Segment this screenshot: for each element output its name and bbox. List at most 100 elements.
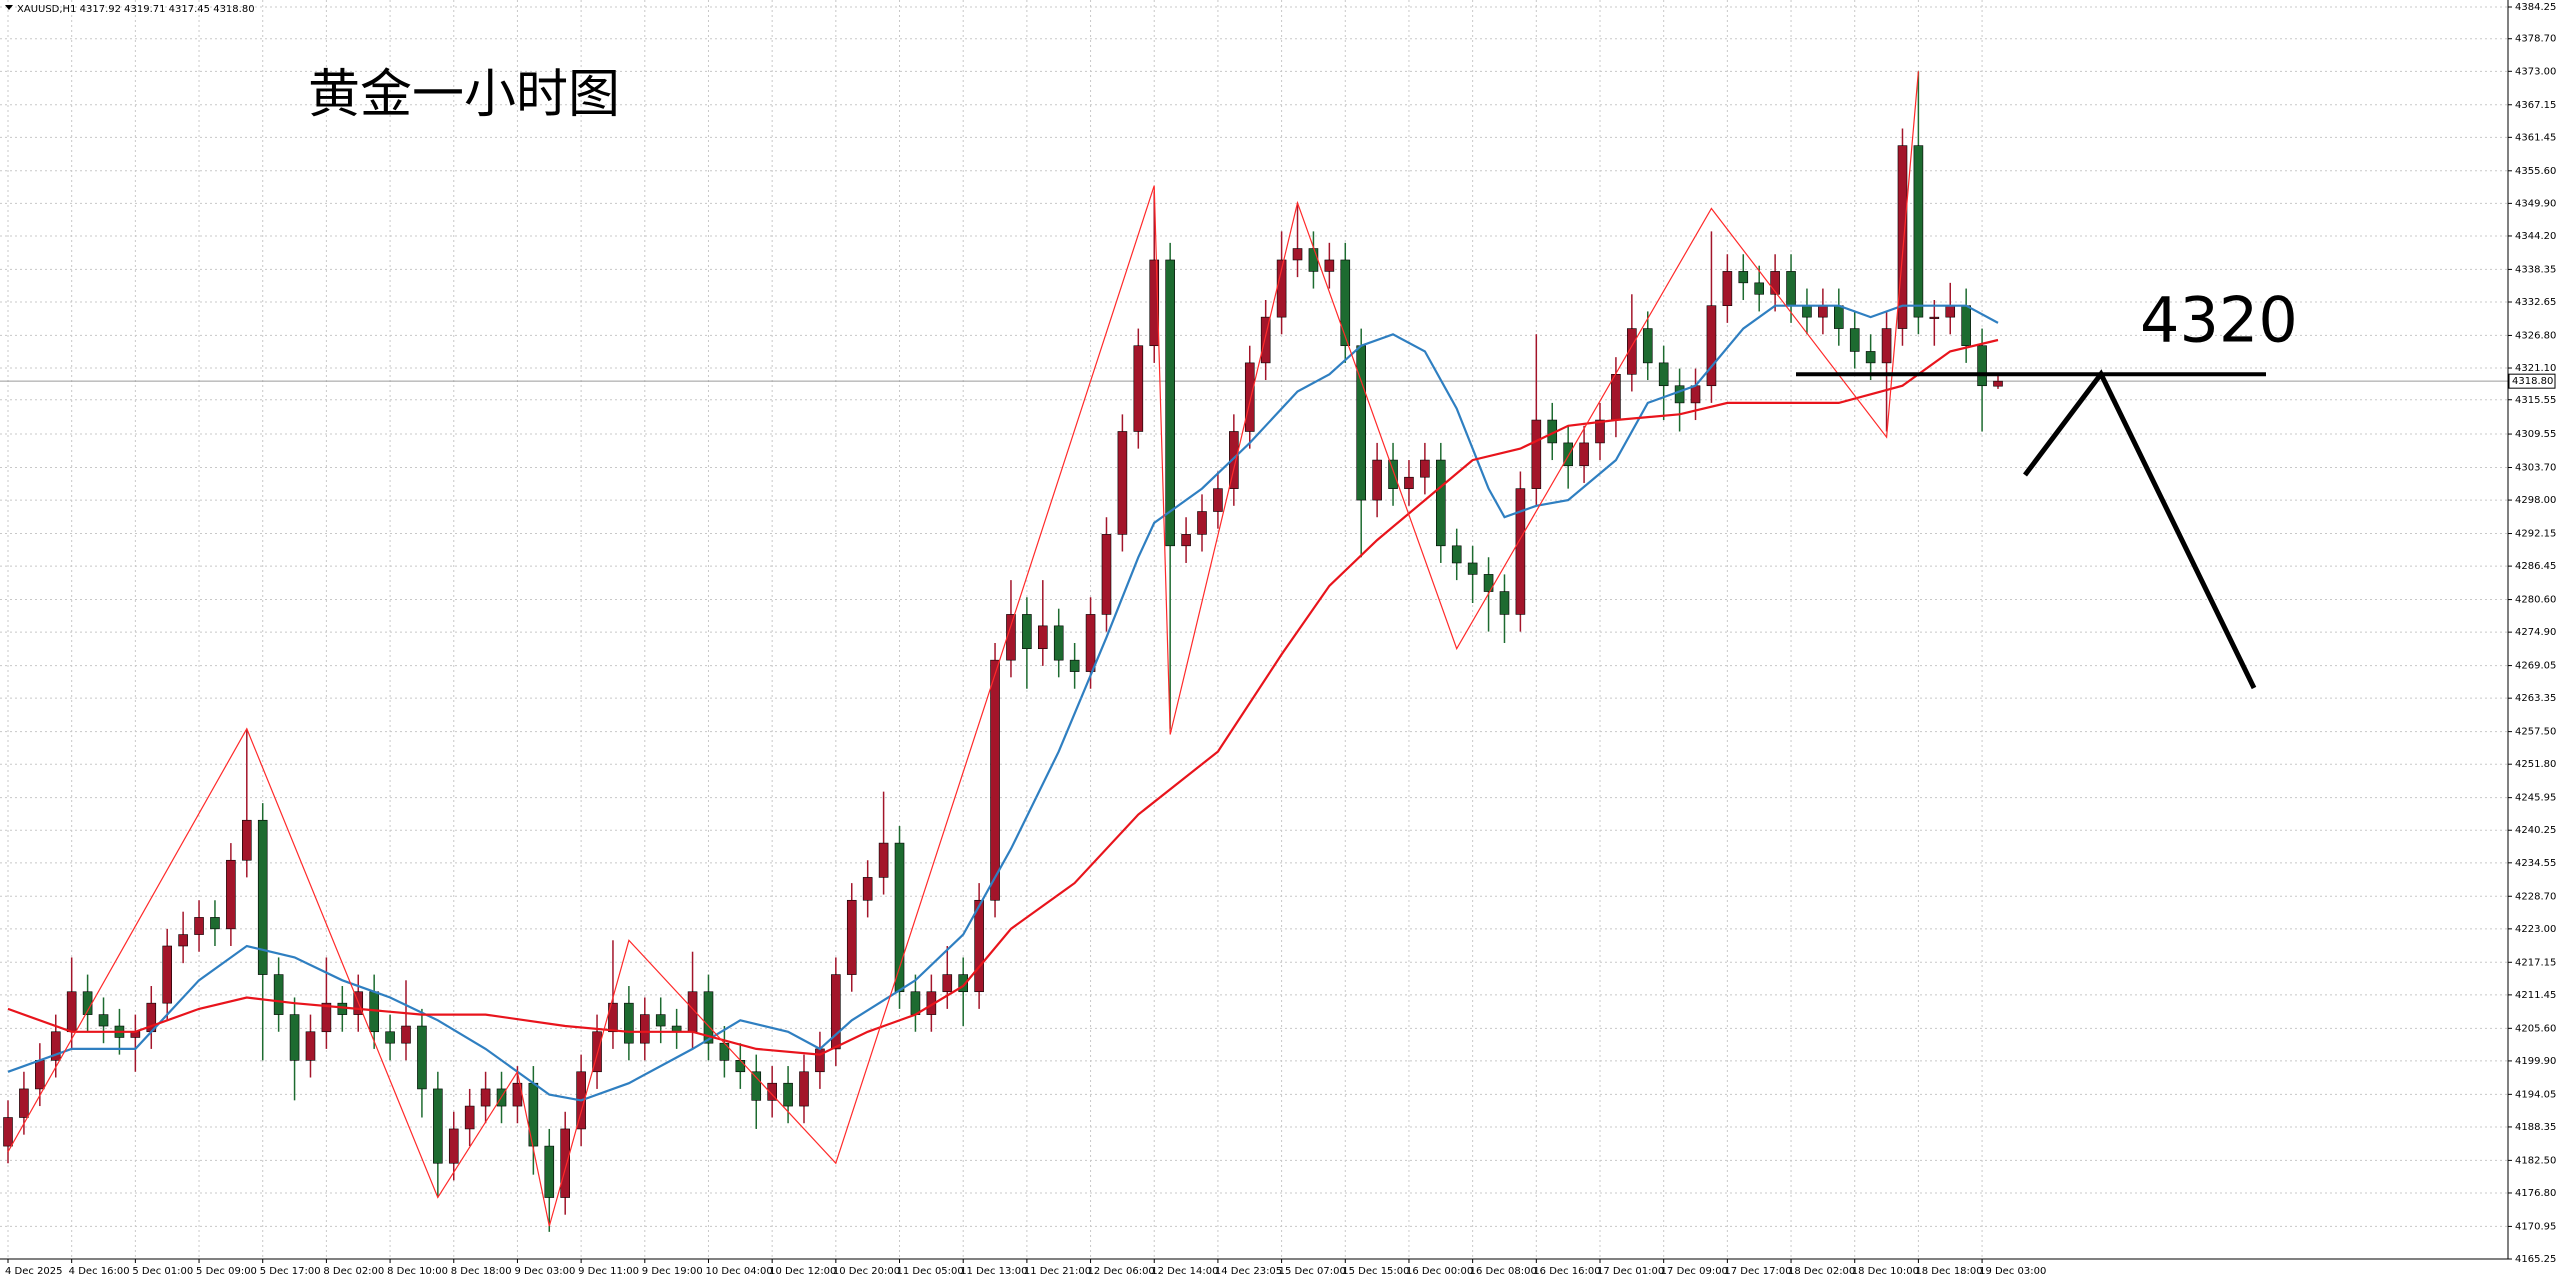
x-tick-label: 9 Dec 19:00 bbox=[642, 1266, 703, 1277]
candle-body bbox=[560, 1128, 571, 1198]
y-tick-label: 4257.50 bbox=[2515, 727, 2556, 738]
candle-body bbox=[257, 819, 268, 975]
candle-body bbox=[448, 1128, 459, 1164]
candle-body bbox=[1133, 345, 1144, 432]
candle-body bbox=[1372, 459, 1382, 501]
candle-body bbox=[480, 1088, 491, 1107]
candle-body bbox=[1993, 380, 2003, 387]
candle-body bbox=[1085, 614, 1096, 672]
candle-body bbox=[1849, 328, 1860, 352]
y-tick-label: 4338.35 bbox=[2515, 264, 2556, 275]
x-tick-label: 16 Dec 00:00 bbox=[1406, 1266, 1473, 1277]
x-tick-label: 19 Dec 03:00 bbox=[1979, 1266, 2046, 1277]
candle-body bbox=[1244, 362, 1255, 432]
candle-body bbox=[464, 1105, 475, 1130]
candle-body bbox=[98, 1014, 109, 1027]
x-tick-label: 18 Dec 02:00 bbox=[1788, 1266, 1855, 1277]
x-tick-label: 14 Dec 23:05 bbox=[1215, 1266, 1282, 1277]
candle-body bbox=[1213, 488, 1223, 512]
candle-body bbox=[66, 991, 77, 1033]
y-tick-label: 4321.10 bbox=[2515, 363, 2556, 374]
candle-body bbox=[1324, 259, 1335, 272]
x-tick-label: 4 Dec 16:00 bbox=[69, 1266, 130, 1277]
candle-body bbox=[162, 945, 172, 1004]
candle-body bbox=[767, 1082, 777, 1101]
candle-body bbox=[321, 1002, 332, 1033]
lines bbox=[7, 71, 1999, 1227]
candle-body bbox=[242, 819, 252, 861]
x-tick-label: 5 Dec 09:00 bbox=[196, 1266, 257, 1277]
x-tick-label: 17 Dec 01:00 bbox=[1597, 1266, 1664, 1277]
x-tick-label: 8 Dec 02:00 bbox=[323, 1266, 384, 1277]
y-tick-label: 4286.45 bbox=[2515, 561, 2556, 572]
candle-body bbox=[1627, 328, 1637, 375]
candle-body bbox=[703, 991, 714, 1044]
candle-body bbox=[990, 659, 1000, 901]
candle-body bbox=[1467, 562, 1478, 575]
candle-body bbox=[1961, 305, 1971, 347]
candle-body bbox=[305, 1031, 316, 1061]
y-tick-label: 4205.60 bbox=[2515, 1023, 2556, 1034]
y-tick-label: 4309.55 bbox=[2515, 429, 2556, 440]
candles bbox=[3, 71, 2003, 1232]
y-tick-label: 4361.45 bbox=[2515, 132, 2556, 143]
y-tick-label: 4194.05 bbox=[2515, 1089, 2556, 1100]
y-tick-label: 4355.60 bbox=[2515, 166, 2556, 177]
candle-body bbox=[1022, 614, 1032, 650]
annotation-title: 黄金一小时图 bbox=[308, 65, 620, 125]
y-tick-label: 4373.00 bbox=[2515, 66, 2556, 77]
candle-body bbox=[1436, 459, 1446, 547]
y-tick-label: 4292.15 bbox=[2515, 529, 2556, 540]
candle-body bbox=[1499, 591, 1510, 615]
candle-body bbox=[831, 974, 841, 1050]
candle-body bbox=[1006, 614, 1016, 661]
candle-body bbox=[1356, 345, 1366, 501]
candle-body bbox=[1388, 459, 1398, 489]
candle-body bbox=[1069, 659, 1080, 672]
x-tick-label: 9 Dec 03:00 bbox=[514, 1266, 575, 1277]
candle-body bbox=[1340, 259, 1351, 347]
candle-body bbox=[624, 1002, 634, 1044]
y-tick-label: 4280.60 bbox=[2515, 595, 2556, 606]
y-tick-label: 4240.25 bbox=[2515, 825, 2556, 836]
candle-body bbox=[50, 1031, 61, 1061]
candle-body bbox=[1674, 385, 1685, 404]
candle-body bbox=[751, 1071, 762, 1101]
x-tick-label: 18 Dec 10:00 bbox=[1852, 1266, 1919, 1277]
price-label: 4318.80 bbox=[2512, 376, 2553, 387]
y-tick-label: 4298.00 bbox=[2515, 495, 2556, 506]
y-tick-label: 4384.25 bbox=[2515, 2, 2556, 13]
candle-body bbox=[1483, 574, 1494, 592]
candle-body bbox=[1786, 271, 1796, 307]
moving-average bbox=[7, 338, 1999, 1056]
y-tick-label: 4211.45 bbox=[2515, 990, 2556, 1001]
y-tick-label: 4303.70 bbox=[2515, 462, 2556, 473]
x-tick-label: 10 Dec 12:00 bbox=[769, 1266, 836, 1277]
candle-body bbox=[1197, 511, 1207, 535]
candle-body bbox=[1834, 305, 1844, 329]
candle-body bbox=[19, 1088, 29, 1118]
candle-body bbox=[1738, 271, 1749, 284]
x-tick-label: 12 Dec 14:00 bbox=[1151, 1266, 1218, 1277]
candle-body bbox=[1913, 145, 1924, 318]
candle-body bbox=[1690, 385, 1701, 404]
x-tick-label: 11 Dec 13:00 bbox=[960, 1266, 1027, 1277]
x-tick-label: 10 Dec 20:00 bbox=[833, 1266, 900, 1277]
y-tick-label: 4245.95 bbox=[2515, 793, 2556, 804]
candle-body bbox=[910, 991, 921, 1015]
y-tick-label: 4223.00 bbox=[2515, 924, 2556, 935]
candle-body bbox=[1404, 476, 1414, 489]
candle-body bbox=[401, 1025, 411, 1044]
candle-body bbox=[1770, 271, 1780, 295]
level-label: 4320 bbox=[2140, 283, 2298, 356]
candle-body bbox=[1818, 305, 1828, 318]
candle-body bbox=[1881, 328, 1892, 364]
candle-body bbox=[417, 1025, 427, 1090]
y-tick-label: 4188.35 bbox=[2515, 1122, 2556, 1133]
candle-body bbox=[655, 1014, 666, 1027]
y-tick-label: 4349.90 bbox=[2515, 198, 2556, 209]
candle-body bbox=[1706, 305, 1717, 387]
